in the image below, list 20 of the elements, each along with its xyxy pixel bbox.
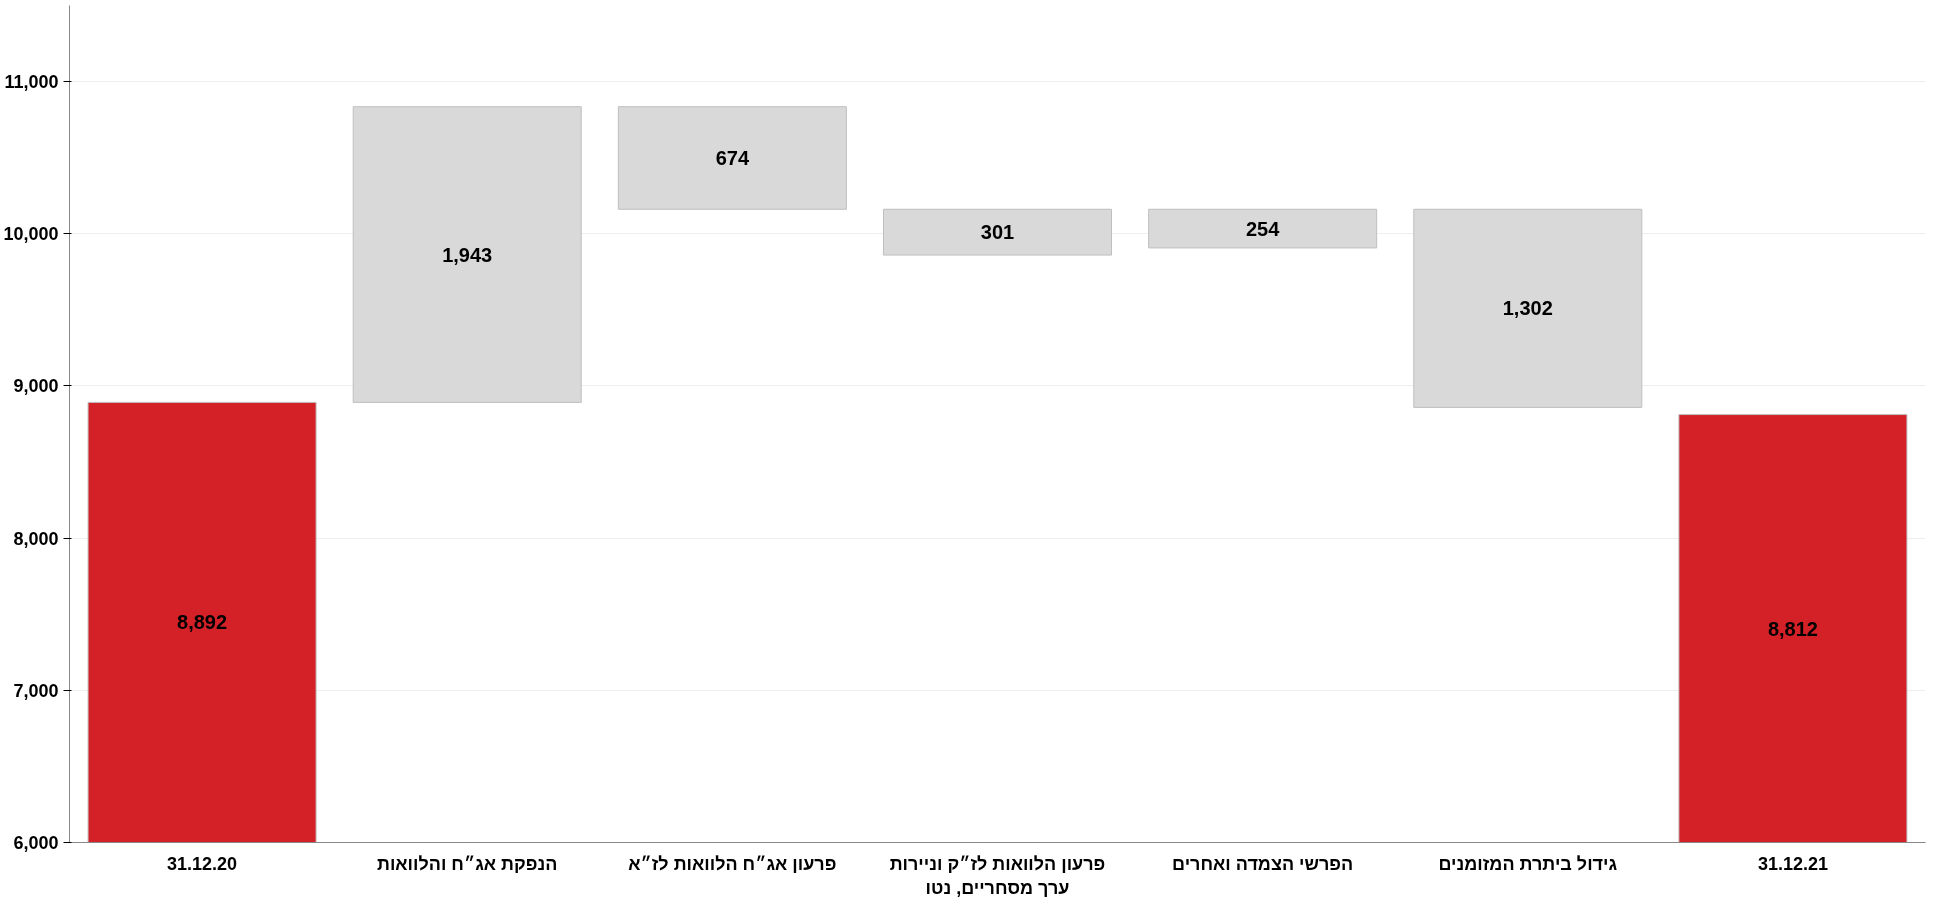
data-label: 301 bbox=[980, 221, 1015, 244]
y-tick-label: 8,000 bbox=[13, 528, 59, 549]
data-label: 8,892 bbox=[177, 611, 228, 634]
x-tick-label: הנפקת אג״ח והלוואות bbox=[376, 853, 558, 874]
x-tick-label: 31.12.20 bbox=[167, 853, 238, 874]
x-tick-label: פרעון הלוואות לז״ק וניירות ערך מסחריים, נטו bbox=[889, 853, 1106, 898]
data-label: 8,812 bbox=[1767, 617, 1818, 640]
data-label: 1,943 bbox=[442, 243, 493, 266]
y-tick-label: 6,000 bbox=[13, 833, 59, 853]
data-label: 1,302 bbox=[1502, 297, 1553, 320]
x-tick-label: הפרשי הצמדה ואחרים bbox=[1172, 853, 1354, 874]
data-label: 254 bbox=[1245, 217, 1281, 240]
y-tick-label: 11,000 bbox=[4, 72, 59, 93]
x-tick-label: פרעון אג״ח הלוואות לז״א bbox=[628, 853, 837, 874]
x-tick-label: 31.12.21 bbox=[1757, 853, 1828, 874]
y-tick-label: 9,000 bbox=[13, 376, 59, 397]
y-tick-label: 10,000 bbox=[3, 224, 59, 245]
x-tick-label: גידול ביתרת המזומנים bbox=[1438, 853, 1618, 874]
data-label: 674 bbox=[715, 146, 750, 169]
y-tick-label: 7,000 bbox=[13, 680, 59, 701]
